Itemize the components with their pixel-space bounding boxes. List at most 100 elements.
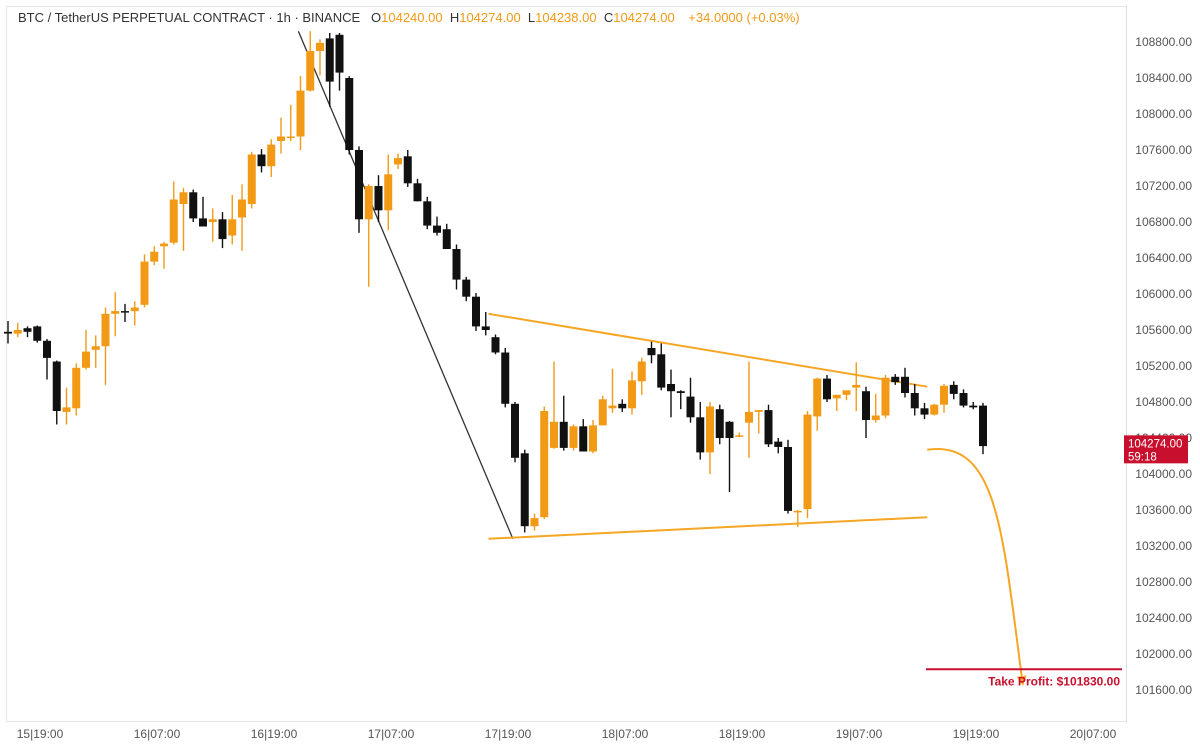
x-tick-label: 19|07:00 xyxy=(836,727,883,741)
candle xyxy=(813,377,822,431)
candle-body xyxy=(101,313,110,347)
candle-body xyxy=(852,384,861,388)
candle xyxy=(979,402,987,455)
candle-body xyxy=(920,408,929,415)
candle xyxy=(891,374,900,385)
candle xyxy=(433,216,441,236)
candle-body xyxy=(569,426,578,448)
candle-body xyxy=(394,158,402,165)
candle xyxy=(881,375,890,419)
candle xyxy=(481,312,490,336)
open-value: 104240.00 xyxy=(381,10,443,25)
candle xyxy=(355,146,363,233)
y-tick-label: 107200.00 xyxy=(1135,179,1192,193)
candle-body xyxy=(4,331,12,334)
drawings-layer xyxy=(297,30,928,540)
candle-body xyxy=(745,411,753,423)
x-tick-label: 16|19:00 xyxy=(251,727,298,741)
candle-body xyxy=(842,390,851,395)
candle-body xyxy=(540,411,549,518)
candle-body xyxy=(316,42,324,51)
candle-body xyxy=(121,311,129,313)
candle xyxy=(579,419,588,452)
y-tick-label: 106000.00 xyxy=(1135,287,1192,301)
candle xyxy=(559,395,568,451)
candle-body xyxy=(345,78,354,150)
candle-body xyxy=(949,384,958,394)
candle-body xyxy=(647,348,656,356)
candle xyxy=(803,411,812,519)
candle-body xyxy=(979,405,987,447)
candle-body xyxy=(33,326,42,341)
projection-arrow xyxy=(927,447,1027,686)
candle-body xyxy=(452,249,461,280)
candle-body xyxy=(199,218,207,227)
x-tick-label: 15|19:00 xyxy=(17,727,64,741)
y-tick-label: 105600.00 xyxy=(1135,323,1192,337)
candle-body xyxy=(598,399,607,426)
close-label: C xyxy=(603,10,614,25)
candle-body xyxy=(491,337,500,353)
candle-body xyxy=(910,393,919,409)
candle xyxy=(754,410,763,434)
candle xyxy=(940,384,948,413)
candle-body xyxy=(169,199,178,243)
candle xyxy=(91,335,100,368)
candle-body xyxy=(355,150,363,220)
candle xyxy=(286,105,295,141)
candle xyxy=(189,189,198,222)
open-label: O xyxy=(371,10,382,25)
candle xyxy=(462,276,471,302)
candle-body xyxy=(735,435,744,437)
candle xyxy=(247,151,256,209)
y-tick-label: 103600.00 xyxy=(1135,503,1192,517)
candle xyxy=(150,246,159,266)
candle-body xyxy=(969,405,978,408)
candle-body xyxy=(189,192,198,219)
candle xyxy=(413,178,422,202)
candle-body xyxy=(179,192,188,204)
candle xyxy=(667,369,675,418)
y-tick-label: 102400.00 xyxy=(1135,611,1192,625)
candle-body xyxy=(559,421,568,448)
x-tick-label: 16|07:00 xyxy=(134,727,181,741)
candle xyxy=(686,377,695,423)
candle xyxy=(930,403,939,416)
candle-body xyxy=(793,510,802,513)
candle-body xyxy=(384,174,393,211)
y-tick-label: 104800.00 xyxy=(1135,395,1192,409)
candle-body xyxy=(267,144,276,167)
candle xyxy=(4,321,12,344)
candle xyxy=(676,390,685,410)
candle-body xyxy=(306,51,315,91)
candle-body xyxy=(608,405,617,409)
candle-body xyxy=(862,391,870,420)
candle-body xyxy=(881,377,890,416)
candle xyxy=(384,154,393,231)
candle xyxy=(43,339,51,380)
candle xyxy=(550,361,558,449)
candle xyxy=(910,384,919,416)
chart-pane-border xyxy=(6,6,1127,722)
candle xyxy=(823,375,831,402)
candle xyxy=(267,139,276,177)
candle xyxy=(852,362,861,411)
y-tick-label: 108400.00 xyxy=(1135,71,1192,85)
candle-body xyxy=(891,376,900,383)
candle xyxy=(208,208,217,242)
y-tick-label: 104000.00 xyxy=(1135,467,1192,481)
candle xyxy=(735,432,744,438)
candle-body xyxy=(364,186,373,220)
candle-body xyxy=(530,518,539,527)
y-tick-label: 105200.00 xyxy=(1135,359,1192,373)
candle-body xyxy=(23,328,32,332)
y-tick-label: 106800.00 xyxy=(1135,215,1192,229)
candle-body xyxy=(462,279,471,297)
candle xyxy=(62,387,71,425)
candle-body xyxy=(325,38,334,82)
x-tick-label: 20|07:00 xyxy=(1070,727,1117,741)
candle-body xyxy=(501,352,510,404)
candle-body xyxy=(472,296,480,327)
candle xyxy=(608,368,617,413)
